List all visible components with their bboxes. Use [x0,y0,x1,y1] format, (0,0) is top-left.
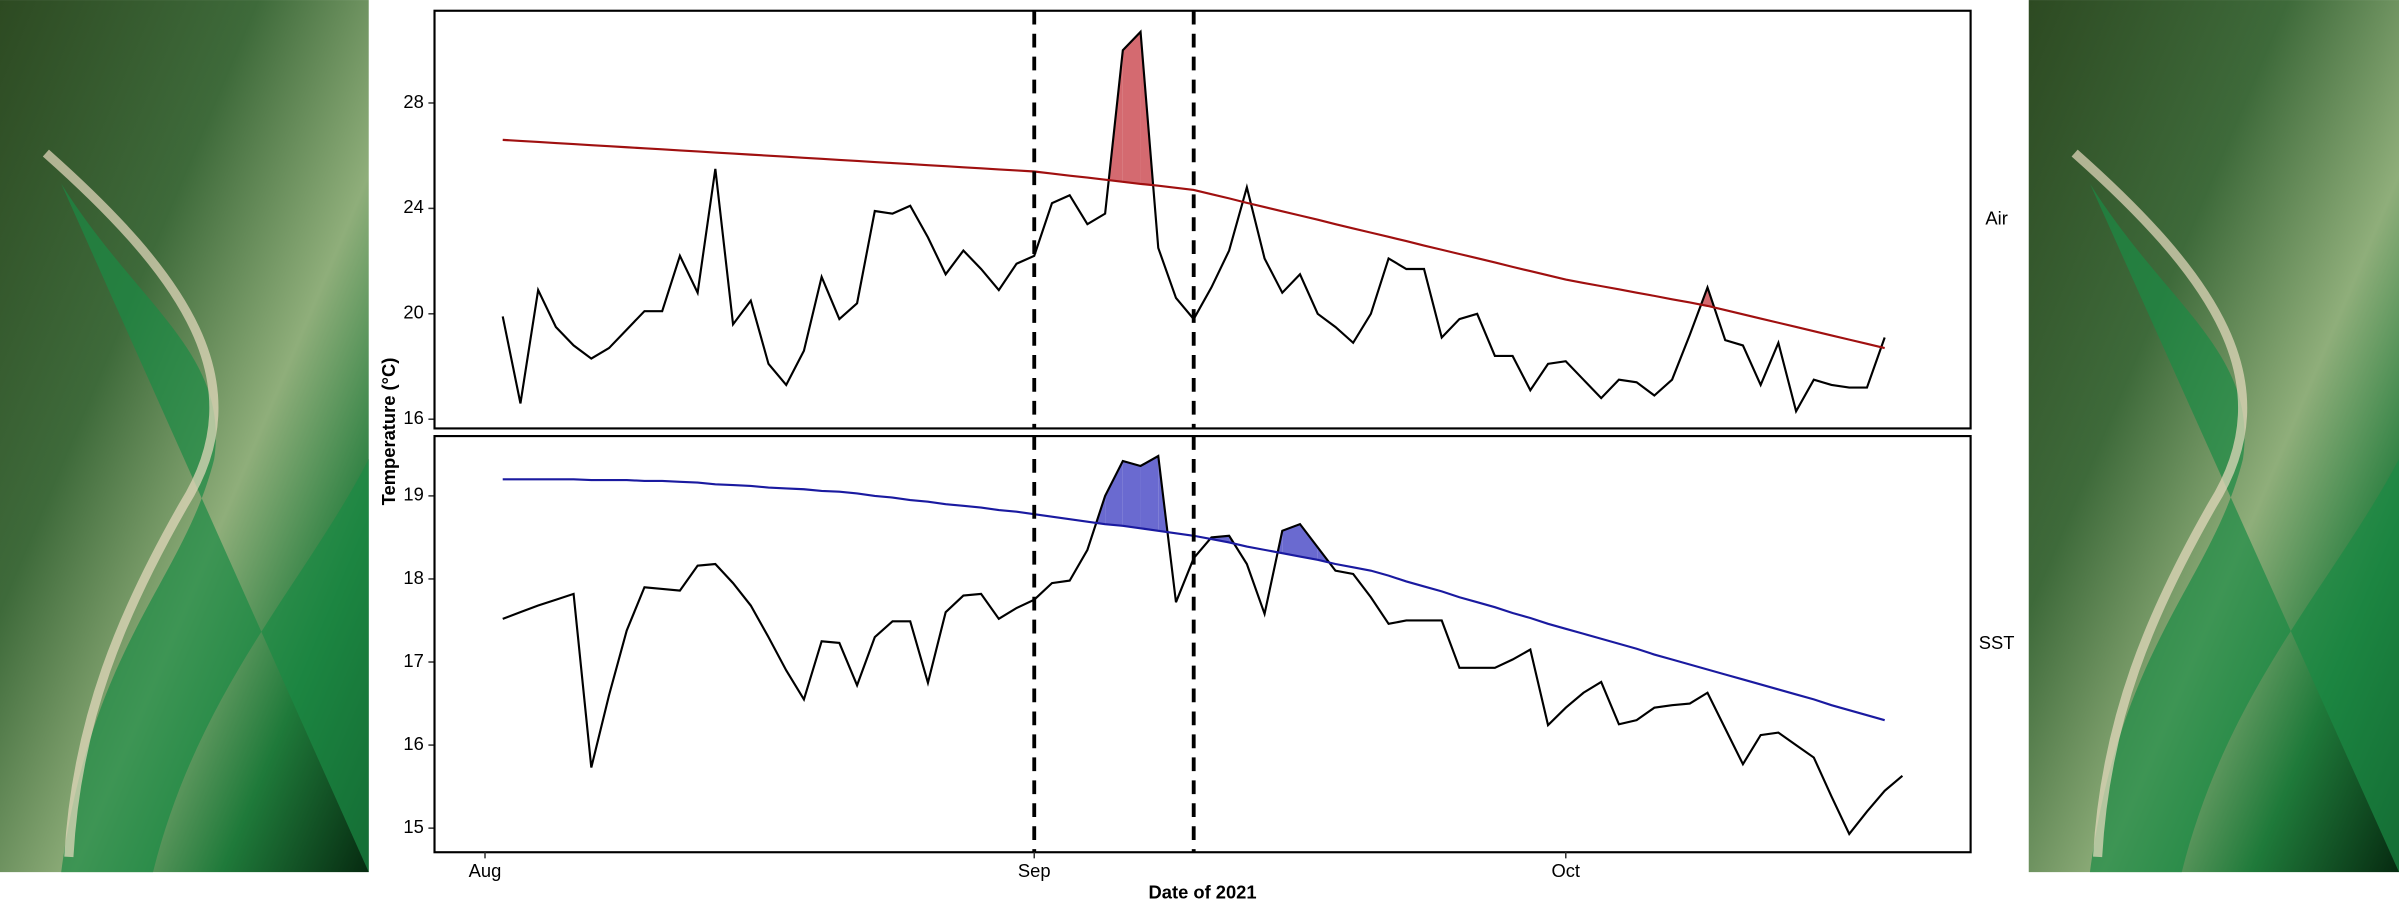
y-tick-label: 15 [403,816,423,837]
y-tick-label: 16 [403,407,423,428]
y-axis-label: Temperature (°C) [378,358,399,506]
panel-frame [433,9,1972,430]
event-shade [1122,31,1141,184]
x-tick-label: Aug [469,860,502,881]
y-tick-label: 24 [403,196,423,217]
panel-label: SST [1979,632,2015,653]
y-tick-label: 19 [403,484,423,505]
satellite-image-right [2028,0,2399,873]
observed-line [502,454,1904,836]
y-tick-label: 18 [403,567,423,588]
y-tick-label: 20 [403,302,423,323]
y-tick-label: 28 [403,91,423,112]
y-tick-label: 17 [403,650,423,671]
event-shade [1105,461,1123,526]
x-tick-label: Oct [1551,860,1580,881]
event-shade [1300,524,1318,560]
event-shade [1282,524,1301,557]
climatology-line [502,138,1885,350]
panel-frame [433,435,1972,854]
event-shade [1122,461,1141,529]
event-shade [1140,456,1159,531]
event-shade [1158,456,1168,533]
x-axis-label: Date of 2021 [1149,881,1257,902]
panel-label: Air [1985,207,2007,228]
y-tick-label: 16 [403,733,423,754]
x-tick-label: Sep [1018,860,1051,881]
satellite-image-left [0,0,369,873]
